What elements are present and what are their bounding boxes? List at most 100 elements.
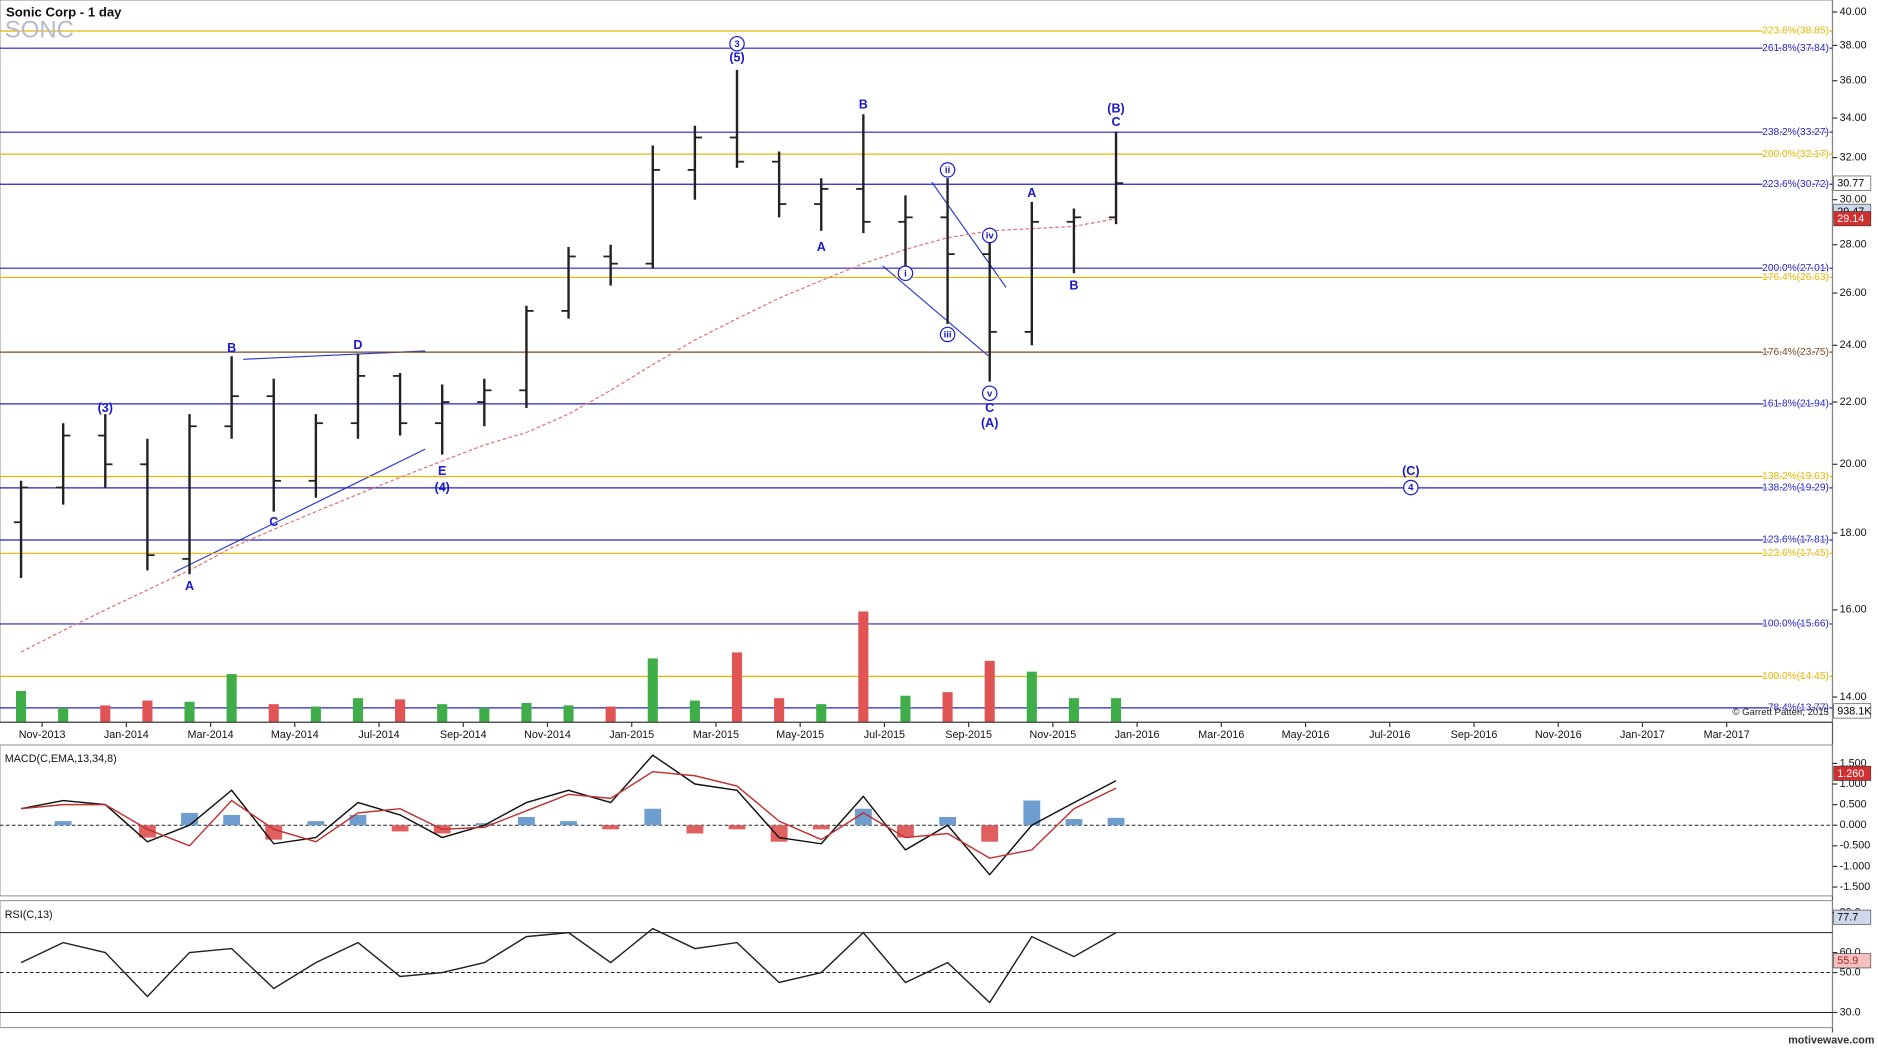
x-tick-label: Mar-2015 — [693, 729, 739, 741]
x-tick-label: Jul-2014 — [358, 729, 399, 741]
macd-histogram — [1107, 817, 1125, 826]
macd-histogram — [939, 816, 957, 826]
fib-level-label: 200.0%(27.01) — [1762, 263, 1829, 274]
volume-bar — [942, 692, 953, 723]
y-tick-label: 14.00 — [1840, 691, 1867, 703]
volume-bar — [437, 704, 448, 723]
wave-label: iv — [986, 231, 995, 242]
x-tick-label: Sep-2016 — [1451, 729, 1498, 741]
macd-histogram — [1023, 800, 1041, 826]
wave-circle — [1403, 479, 1419, 496]
value-tag — [1833, 909, 1872, 925]
indicator-line — [20, 754, 1117, 876]
wave-label: B — [1069, 279, 1078, 293]
y-tick-label: 50.0 — [1840, 966, 1861, 978]
volume-bar — [226, 674, 237, 723]
macd-histogram — [349, 814, 367, 826]
price-tag-label: 29.14 — [1837, 213, 1864, 225]
price-tag — [1833, 175, 1872, 191]
fib-level-label: 161.8%(21.94) — [1762, 399, 1829, 410]
indicator-title: MACD(C,EMA,13,34,8) — [5, 753, 117, 765]
volume-bar — [58, 707, 69, 723]
wave-label: A — [185, 579, 194, 593]
x-tick-label: Sep-2015 — [945, 729, 992, 741]
chart-title: Sonic Corp - 1 day — [6, 5, 122, 20]
wave-label: C — [985, 401, 994, 415]
y-tick-label: -0.500 — [1840, 840, 1871, 852]
macd-histogram — [644, 808, 662, 826]
fib-level-label: 223.6%(30.72) — [1762, 179, 1829, 190]
macd-histogram — [770, 825, 788, 842]
y-tick-label: 26.00 — [1840, 287, 1867, 299]
x-tick-label: Jan-2016 — [1115, 729, 1160, 741]
y-tick-label: 20.00 — [1840, 458, 1867, 470]
x-tick-label: Nov-2015 — [1030, 729, 1077, 741]
fib-level-label: 100.0%(14.45) — [1762, 671, 1829, 682]
wave-circle — [729, 35, 745, 52]
wave-label: i — [904, 268, 907, 279]
wave-circle — [981, 227, 998, 244]
x-tick-label: May-2014 — [271, 729, 319, 741]
macd-histogram — [1065, 819, 1083, 826]
volume-bar — [142, 700, 153, 723]
y-tick-label: 0.500 — [1840, 798, 1867, 810]
y-tick-label: 24.00 — [1840, 339, 1867, 351]
volume-bar — [647, 658, 658, 723]
wave-label: (5) — [729, 50, 744, 64]
x-tick-label: Nov-2016 — [1535, 729, 1582, 741]
wave-circle — [897, 265, 914, 282]
fib-level-label: 176.4%(26.63) — [1762, 272, 1829, 283]
wave-label: iii — [944, 330, 952, 341]
fib-level-label: 123.6%(17.45) — [1762, 548, 1829, 559]
wave-label: 3 — [734, 39, 739, 50]
wave-label: E — [438, 464, 446, 478]
wave-label: B — [227, 341, 236, 355]
x-tick-label: Mar-2016 — [1198, 729, 1244, 741]
y-tick-label: -1.000 — [1840, 860, 1871, 872]
wave-label: (B) — [1107, 101, 1124, 115]
price-tag — [1833, 211, 1872, 227]
macd-histogram — [686, 825, 704, 834]
macd-histogram — [391, 825, 409, 832]
volume-bar — [352, 698, 364, 723]
wave-label: B — [859, 98, 868, 112]
fib-level-label: 223.6%(38.85) — [1762, 26, 1829, 37]
volume-bar — [858, 611, 869, 723]
y-tick-label: 38.00 — [1840, 39, 1867, 51]
volume-bar — [900, 695, 911, 723]
volume-bar — [731, 652, 743, 723]
macd-histogram — [897, 825, 914, 838]
fib-level-label: 200.0%(32.17) — [1762, 149, 1829, 160]
panel-frame — [0, 744, 1833, 897]
value-tag-label: 1.260 — [1837, 768, 1864, 780]
fib-level-label: 100.0%(15.66) — [1762, 619, 1829, 630]
macd-histogram — [475, 823, 493, 826]
y-tick-label: 32.00 — [1840, 151, 1867, 163]
y-tick-label: 30.0 — [1840, 1006, 1861, 1018]
macd-histogram — [265, 825, 283, 840]
x-tick-label: Jan-2014 — [104, 729, 149, 741]
y-tick-label: 1.000 — [1840, 778, 1867, 790]
footer: motivewave.com — [1788, 1035, 1874, 1047]
volume-bar — [816, 704, 827, 723]
macd-histogram — [560, 821, 577, 826]
wave-label: 4 — [1408, 483, 1414, 494]
wave-label: (3) — [98, 401, 113, 415]
macd-histogram — [728, 825, 746, 830]
wave-label: (4) — [435, 480, 450, 494]
fib-level-label: 261.8%(37.84) — [1762, 43, 1829, 54]
value-tag-label: 55.9 — [1837, 955, 1858, 967]
x-tick-label: May-2015 — [776, 729, 824, 741]
value-tag — [1833, 765, 1872, 781]
x-tick-label: May-2016 — [1282, 729, 1330, 741]
macd-histogram — [812, 825, 830, 830]
y-tick-label: 30.00 — [1840, 194, 1867, 206]
wave-label: C — [269, 515, 278, 529]
x-tick-label: Nov-2014 — [524, 729, 571, 741]
x-tick-label: Mar-2014 — [188, 729, 234, 741]
wave-label: C — [1111, 115, 1120, 129]
fib-level-label: 238.2%(33.27) — [1762, 127, 1829, 138]
y-tick-label: 16.00 — [1840, 604, 1867, 616]
